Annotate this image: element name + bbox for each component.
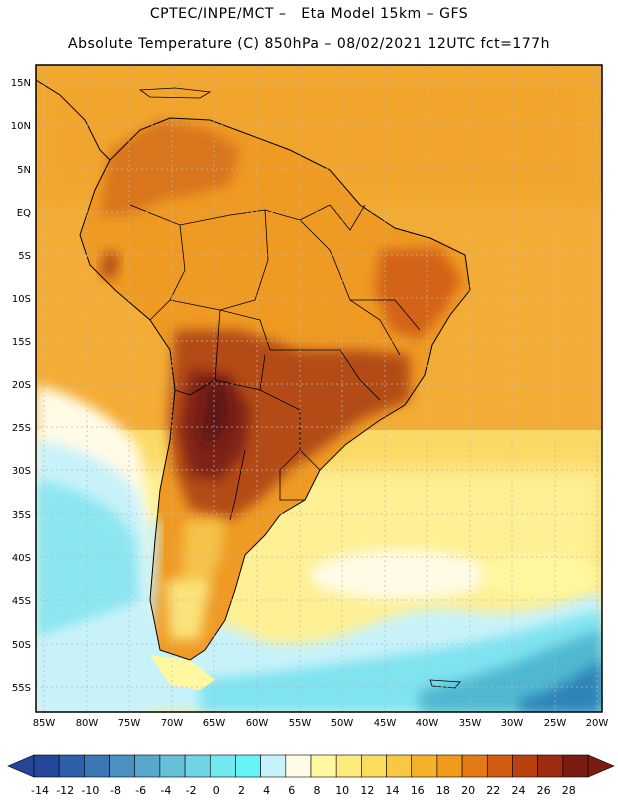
colorbar-tick-label: 16 (411, 784, 425, 797)
lat-label: 30S (12, 466, 31, 477)
central-america-coast (36, 79, 111, 161)
longitude-axis: 85W 80W 75W 70W 65W 60W 55W 50W 45W 40W … (33, 718, 609, 729)
coastline (79, 117, 471, 661)
colorbar-swatch (562, 754, 589, 778)
colorbar-swatch (235, 754, 261, 778)
lon-label: 80W (76, 718, 99, 729)
colorbar-swatch (310, 754, 337, 778)
colorbar-tick-label: 26 (537, 784, 551, 797)
lon-label: 50W (331, 718, 354, 729)
lon-label: 30W (501, 718, 524, 729)
colorbar-tick-label: -4 (160, 784, 171, 797)
lon-label: 70W (161, 718, 184, 729)
lat-label: 15N (11, 78, 31, 89)
colorbar-swatch (134, 754, 161, 778)
colorbar-ticks: -14 -12 -10 -8 -6 -4 -2 0 2 4 6 8 10 12 … (31, 784, 576, 797)
tierra-del-fuego (150, 655, 215, 690)
colorbar-swatch (184, 754, 211, 778)
colorbar-tick-label: 0 (213, 784, 220, 797)
colorbar-swatch (386, 754, 413, 778)
colorbar-swatch (285, 754, 312, 778)
colorbar-tick-label: 12 (360, 784, 374, 797)
lon-label: 65W (203, 718, 226, 729)
lat-label: 5S (18, 251, 31, 262)
colorbar (7, 754, 615, 778)
lat-label: 55S (12, 683, 31, 694)
colorbar-tick-label: -8 (110, 784, 121, 797)
lat-lon-grid (36, 65, 602, 712)
lon-label: 45W (374, 718, 397, 729)
map-frame (35, 64, 603, 713)
lon-label: 35W (459, 718, 482, 729)
lat-label: 40S (12, 553, 31, 564)
colorbar-swatch (461, 754, 488, 778)
colorbar-swatch (58, 754, 85, 778)
latitude-axis: 15N 10N 5N EQ 5S 10S 15S 20S 25S 30S 35S… (11, 78, 31, 694)
colorbar-swatch (512, 754, 538, 778)
colorbar-swatch (33, 754, 60, 778)
lat-label: EQ (17, 208, 31, 219)
colorbar-swatch (361, 754, 387, 778)
lat-label: 10N (11, 121, 31, 132)
lat-label: 10S (12, 294, 31, 305)
lon-label: 25W (544, 718, 567, 729)
lon-label: 40W (416, 718, 439, 729)
lat-label: 50S (12, 640, 31, 651)
colorbar-tick-label: -12 (56, 784, 74, 797)
colorbar-max-arrow (587, 754, 615, 778)
lat-label: 5N (17, 165, 31, 176)
map-subtitle: Absolute Temperature (C) 850hPa – 08/02/… (68, 36, 550, 52)
colorbar-tick-label: 22 (486, 784, 500, 797)
lat-label: 15S (12, 337, 31, 348)
lon-label: 55W (289, 718, 312, 729)
colorbar-swatch (209, 754, 236, 778)
colorbar-tick-label: 2 (238, 784, 245, 797)
country-borders (129, 204, 421, 521)
map-title: CPTEC/INPE/MCT – Eta Model 15km – GFS (149, 6, 469, 22)
colorbar-swatch (436, 754, 463, 778)
colorbar-tick-label: 18 (436, 784, 450, 797)
colorbar-tick-label: 6 (288, 784, 295, 797)
colorbar-tick-label: 4 (263, 784, 270, 797)
colorbar-tick-label: -10 (81, 784, 99, 797)
colorbar-swatch (159, 754, 186, 778)
colorbar-tick-label: 28 (562, 784, 576, 797)
colorbar-tick-label: -6 (135, 784, 146, 797)
falkland-islands (429, 679, 461, 689)
colorbar-swatch (260, 754, 287, 778)
lon-label: 60W (246, 718, 269, 729)
colorbar-swatch (335, 754, 362, 778)
colorbar-tick-label: 8 (314, 784, 321, 797)
colorbar-swatch (411, 754, 438, 778)
lat-label: 35S (12, 510, 31, 521)
colorbar-swatch (84, 754, 110, 778)
lon-label: 20W (586, 718, 609, 729)
temperature-field (36, 65, 602, 712)
lat-label: 45S (12, 596, 31, 607)
lat-label: 20S (12, 380, 31, 391)
colorbar-tick-label: -14 (31, 784, 49, 797)
colorbar-tick-label: 24 (512, 784, 526, 797)
colorbar-tick-label: 14 (386, 784, 400, 797)
colorbar-tick-label: 20 (461, 784, 475, 797)
colorbar-tick-label: 10 (335, 784, 349, 797)
colorbar-swatch (109, 754, 136, 778)
colorbar-swatch (537, 754, 564, 778)
lon-label: 75W (118, 718, 141, 729)
colorbar-min-arrow (7, 754, 35, 778)
colorbar-swatch (486, 754, 513, 778)
colorbar-tick-label: -2 (186, 784, 197, 797)
lon-label: 85W (33, 718, 56, 729)
lat-label: 25S (12, 423, 31, 434)
